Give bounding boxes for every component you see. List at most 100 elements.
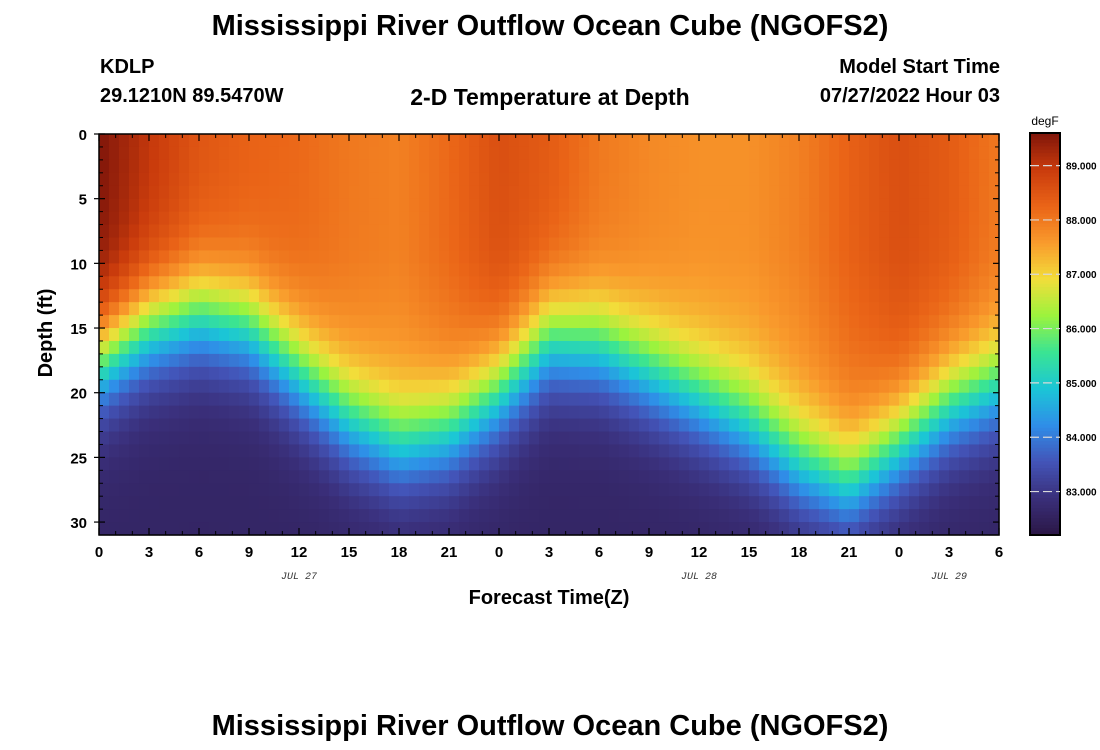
heatmap-cell <box>619 276 630 290</box>
heatmap-cell <box>649 509 660 523</box>
heatmap-cell <box>639 431 650 446</box>
heatmap-cell <box>679 146 690 161</box>
heatmap-cell <box>879 146 890 161</box>
heatmap-cell <box>449 340 460 355</box>
heatmap-cell <box>369 263 380 277</box>
heatmap-cell <box>279 353 290 368</box>
heatmap-cell <box>569 366 580 381</box>
heatmap-cell <box>499 379 510 394</box>
heatmap-cell <box>689 302 700 316</box>
heatmap-cell <box>349 224 360 239</box>
heatmap-cell <box>799 198 810 213</box>
heatmap-cell <box>149 302 160 316</box>
heatmap-cell <box>789 405 800 420</box>
heatmap-cell <box>569 224 580 239</box>
heatmap-cell <box>389 431 400 446</box>
colorbar-segment <box>1030 327 1060 332</box>
heatmap-cell <box>589 302 600 316</box>
heatmap-cell <box>849 431 860 446</box>
heatmap-cell <box>969 146 980 161</box>
heatmap-cell <box>749 328 760 342</box>
heatmap-cell <box>439 457 450 471</box>
heatmap-cell <box>189 211 200 226</box>
heatmap-cell <box>419 379 430 394</box>
heatmap-cell <box>269 172 280 187</box>
heatmap-cell <box>499 340 510 355</box>
heatmap-cell <box>869 198 880 213</box>
heatmap-cell <box>249 328 260 342</box>
heatmap-cell <box>319 483 330 497</box>
colorbar-segment <box>1030 250 1060 255</box>
heatmap-cell <box>299 418 310 433</box>
heatmap-cell <box>529 211 540 226</box>
heatmap-cell <box>649 353 660 368</box>
heatmap-cell <box>839 276 850 290</box>
heatmap-cell <box>679 405 690 420</box>
heatmap-cell <box>129 185 140 200</box>
heatmap-cell <box>389 418 400 433</box>
heatmap-cell <box>439 483 450 497</box>
heatmap-cell <box>259 237 270 252</box>
heatmap-cell <box>379 289 390 303</box>
heatmap-cell <box>329 457 340 471</box>
heatmap-cell <box>809 263 820 277</box>
heatmap-cell <box>959 263 970 277</box>
heatmap-cell <box>329 470 340 484</box>
heatmap-cell <box>159 198 170 213</box>
heatmap-cell <box>459 431 470 446</box>
colorbar-segment <box>1030 434 1060 439</box>
heatmap-cell <box>229 185 240 200</box>
heatmap-cell <box>649 146 660 161</box>
heatmap-cell <box>979 172 990 187</box>
heatmap-cell <box>279 250 290 264</box>
colorbar-tick-label: 84.000 <box>1066 433 1097 444</box>
heatmap-cell <box>299 289 310 303</box>
heatmap-cell <box>479 444 490 458</box>
heatmap-cell <box>629 457 640 471</box>
heatmap-cell <box>739 146 750 161</box>
heatmap-cell <box>229 250 240 264</box>
heatmap-cell <box>559 431 570 446</box>
heatmap-cell <box>669 405 680 420</box>
heatmap-cell <box>339 146 350 161</box>
heatmap-cell <box>259 198 270 213</box>
heatmap-cell <box>539 340 550 355</box>
heatmap-cell <box>549 328 560 342</box>
heatmap-cell <box>719 366 730 381</box>
heatmap-cell <box>829 159 840 174</box>
colorbar-segment <box>1030 233 1060 238</box>
heatmap-cell <box>709 237 720 252</box>
heatmap-cell <box>859 366 870 381</box>
heatmap-cell <box>419 211 430 226</box>
heatmap-cell <box>369 444 380 458</box>
heatmap-cell <box>699 159 710 174</box>
heatmap-cell <box>299 302 310 316</box>
heatmap-cell <box>739 340 750 355</box>
heatmap-cell <box>619 509 630 523</box>
colorbar-tick-label: 87.000 <box>1066 270 1097 281</box>
heatmap-cell <box>549 159 560 174</box>
heatmap-cell <box>929 172 940 187</box>
heatmap-cell <box>369 483 380 497</box>
heatmap-cell <box>869 211 880 226</box>
heatmap-cell <box>839 289 850 303</box>
heatmap-cell <box>609 392 620 407</box>
heatmap-cell <box>199 522 210 536</box>
heatmap-cell <box>299 328 310 342</box>
heatmap-cell <box>659 431 670 446</box>
heatmap-cell <box>289 289 300 303</box>
heatmap-cell <box>939 315 950 329</box>
heatmap-cell <box>789 328 800 342</box>
heatmap-cell <box>399 302 410 316</box>
heatmap-cell <box>389 340 400 355</box>
heatmap-cell <box>519 509 530 523</box>
heatmap-cell <box>219 340 230 355</box>
heatmap-cell <box>449 496 460 510</box>
heatmap-cell <box>429 353 440 368</box>
heatmap-cell <box>629 211 640 226</box>
heatmap-cell <box>179 289 190 303</box>
heatmap-cell <box>919 366 930 381</box>
x-tick-label: 21 <box>441 544 458 561</box>
heatmap-cell <box>859 276 870 290</box>
heatmap-cell <box>919 483 930 497</box>
